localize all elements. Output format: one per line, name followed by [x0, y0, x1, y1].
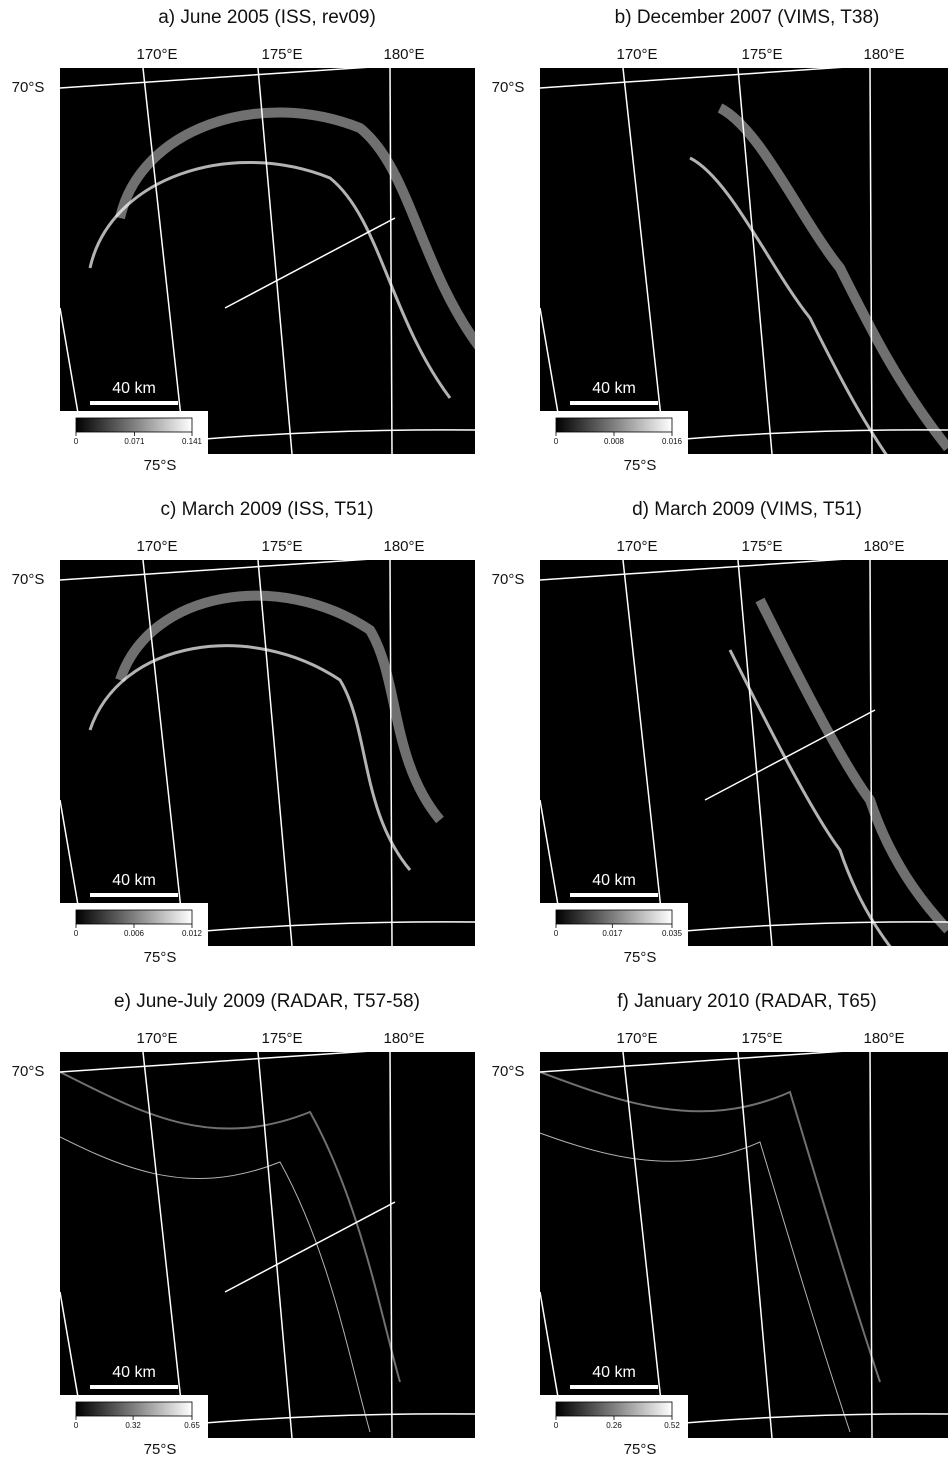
scale-bar-label: 40 km: [112, 1364, 156, 1381]
colorbar-ramp: [76, 418, 192, 432]
longitude-label: 170°E: [136, 538, 177, 555]
longitude-label: 180°E: [383, 538, 424, 555]
colorbar: 0 0.008 0.016: [540, 411, 688, 454]
colorbar-frame: [60, 1395, 208, 1438]
longitude-label: 175°E: [741, 46, 782, 63]
colorbar-ramp: [556, 418, 672, 432]
map-image: 40 km 0 0.017 0.035: [540, 552, 948, 980]
latitude-label: 70°S: [492, 571, 525, 588]
panel-title: c) March 2009 (ISS, T51): [161, 499, 374, 520]
map-panel: b) December 2007 (VIMS, T38) 170°E 175°E 18…: [492, 7, 948, 498]
panel-title: f) January 2010 (RADAR, T65): [617, 991, 876, 1012]
colorbar-frame: [60, 411, 208, 454]
scale-bar-label: 40 km: [112, 380, 156, 397]
map-image: 40 km 0 0.071 0.141: [60, 60, 480, 454]
scale-bar-label: 40 km: [592, 872, 636, 889]
colorbar-tick-label: 0: [554, 437, 559, 446]
longitude-label: 175°E: [741, 1030, 782, 1047]
colorbar-ramp: [556, 1402, 672, 1416]
map-panel: c) March 2009 (ISS, T51) 170°E 175°E 180°E 7…: [12, 499, 475, 966]
map-panel: f) January 2010 (RADAR, T65) 170°E 175°E 18…: [492, 991, 948, 1458]
map-panel: a) June 2005 (ISS, rev09) 170°E 175°E 180°E…: [12, 7, 480, 474]
scale-bar-label: 40 km: [592, 1364, 636, 1381]
panel-title: e) June-July 2009 (RADAR, T57-58): [114, 991, 420, 1012]
longitude-label: 180°E: [863, 538, 904, 555]
colorbar-tick-label: 0.012: [182, 929, 203, 938]
longitude-label: 175°E: [261, 46, 302, 63]
longitude-label: 180°E: [383, 1030, 424, 1047]
colorbar: 0 0.006 0.012: [60, 903, 208, 946]
latitude-label: 70°S: [12, 79, 45, 96]
colorbar-tick-label: 0.141: [182, 437, 203, 446]
colorbar-ramp: [556, 910, 672, 924]
latitude-label: 75°S: [624, 949, 657, 966]
colorbar-tick-label: 0.016: [662, 437, 683, 446]
colorbar-tick-label: 0: [554, 929, 559, 938]
latitude-label: 75°S: [624, 457, 657, 474]
panel-title: b) December 2007 (VIMS, T38): [615, 7, 880, 28]
map-image: 40 km 0 0.008 0.016: [540, 60, 948, 498]
colorbar-tick-label: 0.65: [184, 1421, 200, 1430]
longitude-label: 180°E: [383, 46, 424, 63]
colorbar-tick-label: 0: [74, 1421, 79, 1430]
colorbar-ramp: [76, 1402, 192, 1416]
latitude-label: 75°S: [144, 457, 177, 474]
map-image: 40 km 0 0.32 0.65: [30, 1044, 475, 1438]
latitude-label: 70°S: [12, 571, 45, 588]
latitude-label: 75°S: [144, 1441, 177, 1458]
latitude-label: 75°S: [144, 949, 177, 966]
colorbar-tick-label: 0: [554, 1421, 559, 1430]
scale-bar-label: 40 km: [112, 872, 156, 889]
panel-title: a) June 2005 (ISS, rev09): [158, 7, 376, 28]
panel-title: d) March 2009 (VIMS, T51): [632, 499, 862, 520]
longitude-label: 170°E: [616, 46, 657, 63]
colorbar-tick-label: 0.008: [604, 437, 625, 446]
figure: a) June 2005 (ISS, rev09) 170°E 175°E 180°E…: [0, 0, 948, 1466]
colorbar-tick-label: 0.035: [662, 929, 683, 938]
colorbar: 0 0.26 0.52: [540, 1395, 688, 1438]
latitude-label: 70°S: [492, 79, 525, 96]
colorbar: 0 0.071 0.141: [60, 411, 208, 454]
longitude-label: 180°E: [863, 46, 904, 63]
longitude-label: 170°E: [136, 46, 177, 63]
latitude-label: 70°S: [492, 1063, 525, 1080]
colorbar: 0 0.32 0.65: [60, 1395, 208, 1438]
colorbar-tick-label: 0.006: [124, 929, 145, 938]
colorbar-tick-label: 0.071: [124, 437, 145, 446]
map-image: 40 km 0 0.006 0.012: [60, 552, 475, 946]
colorbar-tick-label: 0.32: [125, 1421, 141, 1430]
colorbar-frame: [540, 903, 688, 946]
colorbar-tick-label: 0.26: [606, 1421, 622, 1430]
latitude-label: 70°S: [12, 1063, 45, 1080]
latitude-label: 75°S: [624, 1441, 657, 1458]
colorbar: 0 0.017 0.035: [540, 903, 688, 946]
colorbar-tick-label: 0: [74, 929, 79, 938]
map-panel: d) March 2009 (VIMS, T51) 170°E 175°E 180°E…: [492, 499, 948, 980]
colorbar-tick-label: 0.017: [602, 929, 623, 938]
longitude-label: 170°E: [136, 1030, 177, 1047]
longitude-label: 170°E: [616, 538, 657, 555]
scale-bar-label: 40 km: [592, 380, 636, 397]
longitude-label: 175°E: [261, 1030, 302, 1047]
longitude-label: 180°E: [863, 1030, 904, 1047]
map-panel: e) June-July 2009 (RADAR, T57-58) 170°E 17…: [12, 991, 475, 1458]
map-image: 40 km 0 0.26 0.52: [510, 1044, 948, 1438]
colorbar-tick-label: 0: [74, 437, 79, 446]
longitude-label: 175°E: [261, 538, 302, 555]
colorbar-ramp: [76, 910, 192, 924]
longitude-label: 170°E: [616, 1030, 657, 1047]
longitude-label: 175°E: [741, 538, 782, 555]
colorbar-tick-label: 0.52: [664, 1421, 680, 1430]
